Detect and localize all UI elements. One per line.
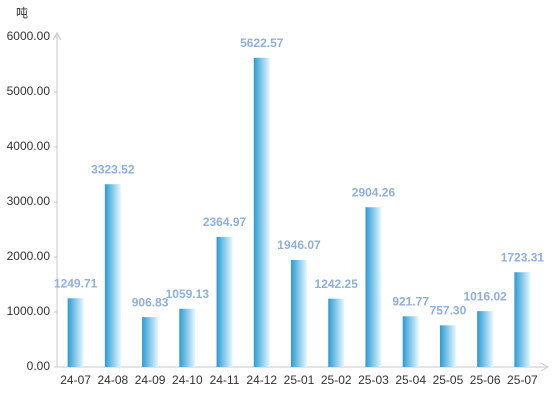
y-tick-label: 1000.00: [7, 304, 51, 318]
value-label: 2364.97: [203, 215, 247, 229]
value-label: 1249.71: [54, 276, 98, 290]
y-tick-label: 0.00: [27, 359, 51, 373]
bar: [439, 325, 456, 367]
bar: [142, 317, 159, 367]
y-axis-arrow: [52, 31, 62, 41]
value-label: 1016.02: [463, 289, 507, 303]
value-label: 2904.26: [352, 185, 396, 199]
bar: [179, 308, 196, 367]
y-tick-label: 5000.00: [7, 84, 51, 98]
value-label: 3323.52: [91, 162, 135, 176]
value-label: 1946.07: [277, 238, 321, 252]
x-tick-label: 24-11: [210, 373, 240, 387]
value-label: 1242.25: [315, 277, 359, 291]
bar: [291, 259, 307, 367]
bar: [216, 236, 233, 367]
x-tick-label: 24-08: [97, 373, 128, 387]
x-tick-label: 24-09: [135, 373, 166, 387]
value-label: 1723.31: [501, 250, 545, 264]
x-tick-label: 25-01: [284, 373, 315, 387]
x-tick-label: 25-04: [395, 373, 426, 387]
bar: [67, 298, 84, 367]
bar: [477, 311, 494, 367]
value-label: 757.30: [430, 304, 467, 318]
value-label: 1059.13: [166, 287, 210, 301]
x-axis-arrow: [540, 362, 550, 372]
value-label: 5622.57: [240, 36, 284, 50]
y-tick-label: 2000.00: [7, 249, 51, 263]
value-label: 921.77: [392, 294, 429, 308]
x-tick-label: 24-10: [172, 373, 203, 387]
x-tick-label: 24-07: [60, 373, 91, 387]
y-axis-label: 吨: [16, 6, 28, 20]
bar: [365, 207, 382, 367]
value-label: 906.83: [132, 295, 169, 309]
bar: [253, 57, 270, 367]
x-tick-label: 24-12: [246, 373, 277, 387]
x-tick-label: 25-02: [321, 373, 352, 387]
x-tick-label: 25-07: [507, 373, 538, 387]
bar: [328, 298, 345, 367]
x-tick-label: 25-06: [470, 373, 501, 387]
y-tick-label: 6000.00: [7, 29, 51, 43]
bar: [104, 184, 121, 367]
bar: [402, 316, 419, 367]
y-tick-label: 3000.00: [7, 194, 51, 208]
x-tick-label: 25-05: [433, 373, 464, 387]
x-tick-label: 25-03: [358, 373, 389, 387]
bar: [514, 272, 531, 367]
y-tick-label: 4000.00: [7, 139, 51, 153]
